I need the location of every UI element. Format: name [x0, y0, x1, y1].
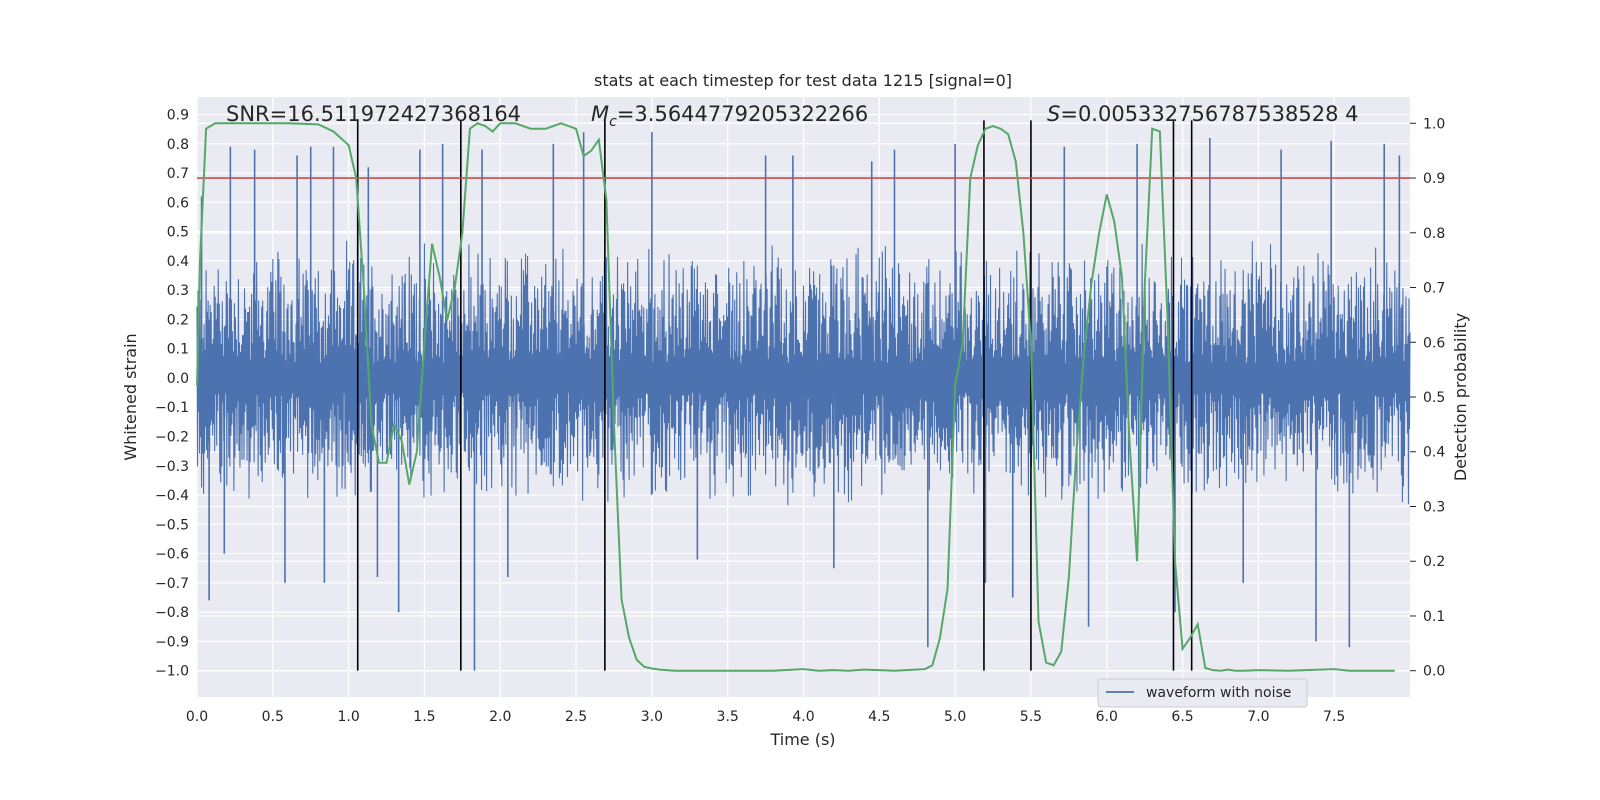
- y-right-tick-label: 0.4: [1423, 445, 1445, 461]
- s-annotation: S=0.005332756787538528 4: [1047, 102, 1359, 126]
- y-right-tick-label: 0.2: [1423, 554, 1445, 570]
- y-right-tick-label: 0.1: [1423, 609, 1445, 625]
- x-tick-label: 3.0: [641, 709, 663, 725]
- x-tick-label: 2.0: [489, 709, 511, 725]
- y-left-tick-label: −0.4: [155, 488, 189, 504]
- x-tick-label: 4.0: [792, 709, 814, 725]
- y-right-tick-label: 0.5: [1423, 390, 1445, 406]
- y-left-tick-label: −0.9: [155, 634, 189, 650]
- y-right-tick-label: 0.7: [1423, 281, 1445, 297]
- s-symbol: S: [1047, 102, 1060, 126]
- y-right-tick-label: 0.3: [1423, 499, 1445, 515]
- y-left-tick-label: −0.1: [155, 400, 189, 416]
- x-tick-label: 0.5: [262, 709, 284, 725]
- x-tick-label: 1.5: [413, 709, 435, 725]
- event-lines: [356, 120, 1193, 671]
- y-right-axis-label: Detection probability: [1451, 313, 1470, 481]
- y-right-ticks: 1.0 0.9 0.8 0.7 0.6 0.5 0.4 0.3 0.2 0.1 0.0: [1410, 116, 1445, 680]
- x-tick-label: 5.5: [1020, 709, 1042, 725]
- x-tick-label: 7.0: [1247, 709, 1269, 725]
- y-left-tick-label: −0.6: [155, 547, 189, 563]
- y-left-tick-label: 0.6: [167, 195, 189, 211]
- y-left-tick-label: −1.0: [155, 664, 189, 680]
- x-axis-label: Time (s): [769, 730, 835, 749]
- y-right-tick-label: 0.9: [1423, 171, 1445, 187]
- chirp-mass-symbol: M: [591, 102, 609, 126]
- s-value: =0.005332756787538528 4: [1060, 102, 1358, 126]
- chirp-mass-value: =3.5644779205322266: [617, 102, 868, 126]
- chirp-mass-subscript: c: [609, 114, 617, 130]
- y-left-axis-label: Whitened strain: [121, 333, 140, 460]
- chirp-mass-annotation: Mc=3.5644779205322266: [591, 102, 868, 130]
- y-right-tick-label: 1.0: [1423, 116, 1445, 132]
- y-left-tick-label: 0.9: [167, 108, 189, 124]
- y-left-tick-label: 0.8: [167, 137, 189, 153]
- chart-title: stats at each timestep for test data 121…: [594, 71, 1012, 90]
- y-right-tick-label: 0.0: [1423, 664, 1445, 680]
- x-tick-label: 2.5: [565, 709, 587, 725]
- y-right-tick-label: 0.8: [1423, 226, 1445, 242]
- y-right-tick-label: 0.6: [1423, 335, 1445, 351]
- y-left-tick-label: 0.4: [167, 254, 189, 270]
- y-left-tick-label: −0.7: [155, 576, 189, 592]
- probability-line: [196, 122, 1395, 672]
- y-left-tick-label: 0.3: [167, 283, 189, 299]
- y-left-tick-label: 0.7: [167, 166, 189, 182]
- y-left-tick-label: 0.0: [167, 371, 189, 387]
- x-tick-label: 1.0: [337, 709, 359, 725]
- y-left-tick-label: −0.8: [155, 605, 189, 621]
- waveform-series: [196, 132, 1411, 671]
- legend-label: waveform with noise: [1146, 685, 1291, 701]
- waveform-trace: [196, 240, 1411, 506]
- x-tick-label: 6.5: [1171, 709, 1193, 725]
- probability-series: [196, 122, 1395, 672]
- x-tick-label: 3.5: [717, 709, 739, 725]
- snr-annotation: SNR=16.511972427368164: [226, 102, 521, 126]
- y-left-tick-label: 0.5: [167, 225, 189, 241]
- x-tick-label: 7.5: [1323, 709, 1345, 725]
- x-tick-label: 4.5: [868, 709, 890, 725]
- x-tick-label: 0.0: [186, 709, 208, 725]
- x-tick-label: 5.0: [944, 709, 966, 725]
- y-left-tick-label: −0.2: [155, 430, 189, 446]
- y-left-ticks: 0.9 0.8 0.7 0.6 0.5 0.4 0.3 0.2 0.1 0.0 −0.1 −0.2 −0…: [155, 108, 189, 680]
- x-tick-label: 6.0: [1096, 709, 1118, 725]
- y-left-tick-label: 0.1: [167, 342, 189, 358]
- y-left-tick-label: −0.5: [155, 517, 189, 533]
- legend: waveform with noise: [1097, 678, 1308, 708]
- y-left-tick-label: −0.3: [155, 459, 189, 475]
- x-ticks: 0.0 0.5 1.0 1.5 2.0 2.5 3.0 3.5 4.0 4.5 5.0 5.5 6.0 6…: [186, 709, 1345, 725]
- legend-box: [1097, 678, 1308, 708]
- y-left-tick-label: 0.2: [167, 312, 189, 328]
